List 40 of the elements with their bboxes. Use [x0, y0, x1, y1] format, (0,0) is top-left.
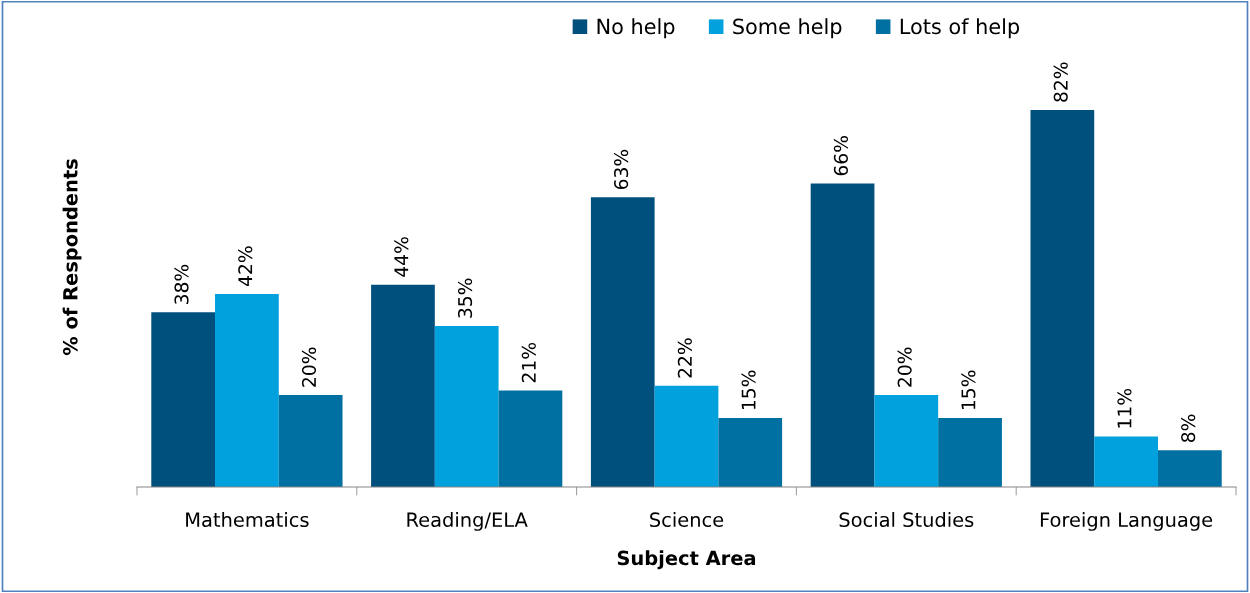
data-label: 15%	[961, 370, 976, 410]
data-label: 21%	[521, 342, 536, 383]
bar	[1157, 450, 1222, 487]
x-tick-label: Reading/ELA	[407, 512, 528, 531]
y-axis-title: % of Respondents	[62, 159, 82, 356]
legend-label: Some help	[733, 18, 842, 39]
data-label: 8%	[1181, 414, 1196, 443]
bar	[810, 183, 875, 487]
bar	[1030, 109, 1095, 487]
x-tick-label: Science	[650, 512, 724, 528]
bar	[498, 390, 563, 487]
data-label: 82%	[1053, 62, 1068, 102]
data-label: 20%	[301, 347, 317, 387]
bar	[874, 395, 939, 487]
bar	[371, 284, 435, 487]
data-label: 38%	[174, 264, 189, 304]
data-label: 63%	[614, 149, 629, 190]
bar	[590, 197, 655, 487]
data-label: 66%	[833, 135, 848, 176]
bar	[654, 385, 719, 487]
bar	[151, 312, 216, 487]
data-label: 11%	[1117, 388, 1132, 428]
x-tick-label: Foreign Language	[1040, 512, 1213, 531]
data-label: 22%	[677, 338, 692, 378]
data-label: 42%	[238, 246, 253, 287]
data-label: 20%	[897, 347, 912, 387]
legend-label: No help	[597, 18, 675, 39]
data-label: 35%	[457, 278, 473, 318]
x-tick-label: Social Studies	[839, 512, 974, 528]
data-label: 44%	[394, 237, 409, 277]
legend-label: Lots of help	[900, 18, 1020, 39]
bar	[434, 326, 499, 487]
bar	[718, 418, 783, 487]
x-tick-label: Mathematics	[186, 512, 309, 528]
bar	[215, 293, 279, 487]
bar	[938, 418, 1002, 487]
x-axis-title: Subject Area	[617, 550, 756, 570]
data-label: 15%	[741, 370, 756, 410]
bar	[1094, 436, 1158, 487]
bar	[278, 395, 343, 487]
